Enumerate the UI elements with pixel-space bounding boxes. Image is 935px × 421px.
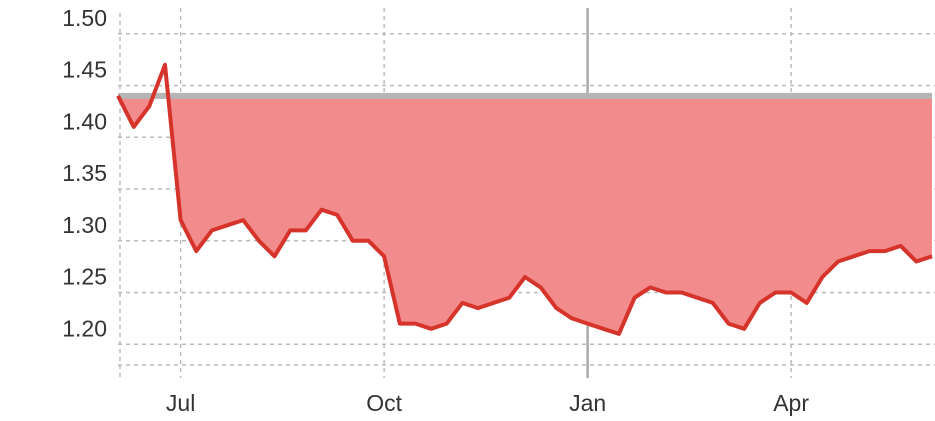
y-tick-label: 1.20 (62, 315, 107, 341)
x-tick-label: Oct (366, 390, 402, 416)
x-tick-label: Jul (166, 390, 195, 416)
y-tick-label: 1.25 (62, 264, 107, 290)
area (118, 95, 932, 334)
x-tick-label: Apr (773, 390, 809, 416)
y-tick-label: 1.40 (62, 108, 107, 134)
y-tick-label: 1.35 (62, 160, 107, 186)
x-tick-label: Jan (569, 390, 606, 416)
y-tick-label: 1.45 (62, 57, 107, 83)
y-tick-label: 1.50 (62, 5, 107, 31)
y-tick-label: 1.30 (62, 212, 107, 238)
line (116, 62, 933, 336)
